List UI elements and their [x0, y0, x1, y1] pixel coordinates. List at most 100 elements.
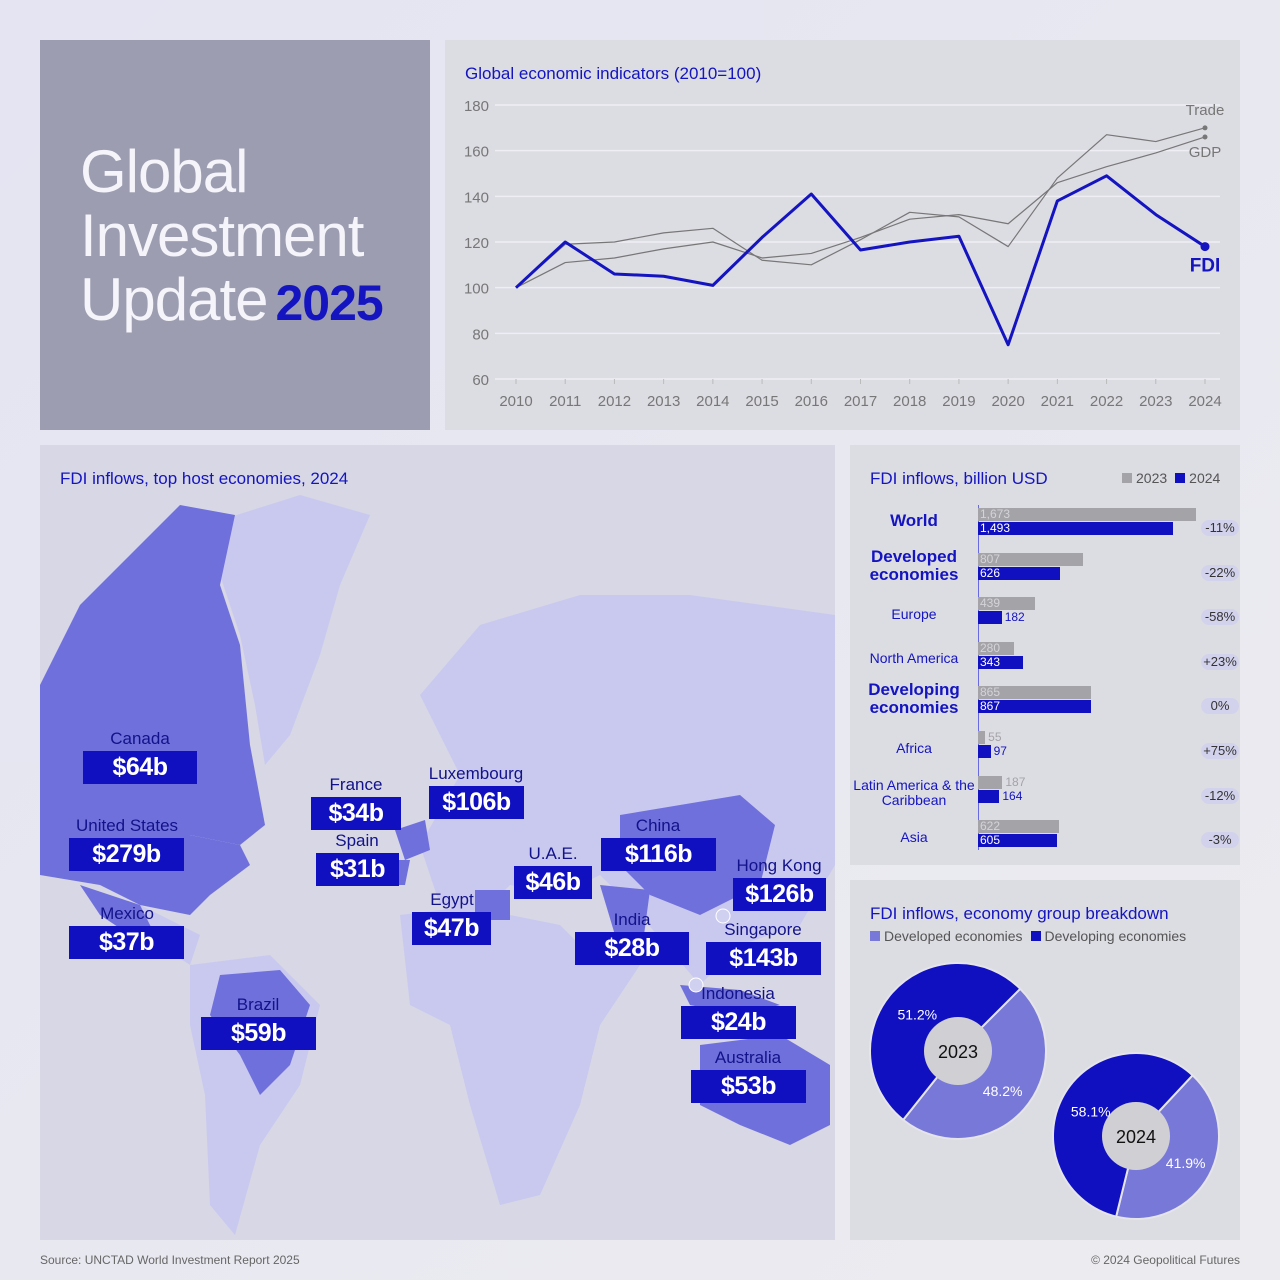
bar-category-label: Asia: [900, 828, 928, 845]
bar-value-2024: 343: [980, 654, 1001, 669]
x-tick-label: 2023: [1139, 393, 1172, 410]
bar-value-2023: 1,673: [980, 507, 1011, 521]
x-tick-label: 2018: [893, 393, 926, 410]
bar-value-2024: 605: [980, 833, 1001, 848]
series-label: GDP: [1189, 144, 1222, 161]
bar-2024: [978, 611, 1002, 625]
pie-year-label: 2023: [938, 1042, 978, 1062]
bar-2023: [978, 686, 1091, 700]
change-badge: -22%: [1201, 564, 1239, 581]
line-chart-panel: Global economic indicators (2010=100) 60…: [445, 40, 1240, 430]
bar-2023: [978, 552, 1084, 566]
title-line-3: Update 2025: [80, 266, 384, 335]
pie-legend: Developed economies Developing economies: [870, 928, 1186, 944]
title-word: Update: [80, 266, 268, 333]
bar-chart-title: FDI inflows, billion USD: [870, 469, 1048, 488]
x-tick-label: 2020: [991, 393, 1024, 410]
map-label-value: $143b: [706, 942, 821, 975]
bar-value-2024: 867: [980, 699, 1001, 714]
source-note: Source: UNCTAD World Investment Report 2…: [40, 1253, 300, 1267]
x-tick-label: 2024: [1188, 393, 1221, 410]
bar-value-2023: 55: [988, 730, 1002, 744]
change-badge: -58%: [1201, 609, 1239, 626]
france-shape: [395, 820, 430, 860]
map-label-value: $28b: [575, 932, 689, 965]
y-tick-label: 120: [464, 235, 489, 252]
bar-2023: [978, 731, 986, 744]
bar-2024: [978, 789, 1000, 803]
bar-axis: [978, 505, 979, 850]
pie-label-developed: 48.2%: [983, 1083, 1023, 1099]
pie-charts: 2023 51.2% 48.2% 2024 58.1% 41.9%: [869, 961, 1220, 1220]
y-tick-label: 60: [472, 372, 489, 389]
y-tick-label: 100: [464, 281, 489, 298]
x-tick-label: 2019: [942, 393, 975, 410]
legend-developing: Developing economies: [1030, 928, 1186, 944]
map-label-name: Luxembourg: [428, 764, 524, 783]
bar-value-2024: 164: [1002, 788, 1023, 803]
pie-label-developing: 51.2%: [897, 1007, 937, 1023]
pie-center: [1102, 1102, 1170, 1170]
bar-value-2024: 1,493: [980, 521, 1011, 535]
bar-category-label: Latin America & the Caribbean: [853, 776, 975, 808]
map-label-value: $46b: [514, 866, 592, 899]
copyright: © 2024 Geopolitical Futures: [1091, 1253, 1240, 1267]
map-label-name: U.A.E.: [528, 844, 578, 863]
change-badge: +23%: [1201, 653, 1239, 670]
bar-chart-panel: FDI inflows, billion USD 2023 2024 World…: [850, 445, 1240, 865]
bar-category-label: Developed economies: [869, 546, 959, 584]
bar-category-label: Africa: [896, 739, 932, 756]
change-badge: 0%: [1201, 698, 1239, 715]
bar-2023: [978, 641, 1015, 655]
change-badge: +75%: [1201, 743, 1239, 759]
title-line-2: Investment: [80, 202, 364, 269]
map-label-name: Singapore: [724, 920, 802, 939]
map-label-name: Canada: [110, 729, 170, 748]
change-badge: -11%: [1201, 520, 1239, 536]
series-line-gdp: [515, 136, 1206, 289]
change-badge: -12%: [1201, 787, 1239, 804]
series-label: FDI: [1190, 256, 1221, 277]
x-tick-label: 2022: [1090, 393, 1123, 410]
map-label-value: $116b: [601, 838, 716, 871]
greenland-shape: [205, 495, 370, 765]
bar-2023: [978, 597, 1036, 611]
pie-chart-title: FDI inflows, economy group breakdown: [870, 904, 1169, 923]
line-chart-title: Global economic indicators (2010=100): [465, 64, 762, 83]
map-label-value: $34b: [311, 797, 401, 830]
bar-value-2024: 182: [1004, 610, 1025, 625]
map-label-value: $64b: [83, 751, 197, 784]
title-line-1: Global: [80, 138, 248, 205]
series-label: Trade: [1186, 102, 1225, 119]
x-tick-label: 2016: [795, 393, 828, 410]
series-line-trade: [515, 127, 1206, 289]
x-tick-label: 2017: [844, 393, 877, 410]
map-label-value: $37b: [69, 926, 184, 959]
pie-center: [924, 1017, 992, 1085]
legend-2023: 2023: [1122, 470, 1167, 486]
series-end-point-fdi: [1200, 242, 1210, 252]
pie-label-developed: 41.9%: [1166, 1155, 1206, 1171]
bar-2024: [978, 700, 1091, 714]
map-label-name: Egypt: [430, 890, 474, 909]
x-tick-label: 2013: [647, 393, 680, 410]
map-label-name: Indonesia: [701, 984, 775, 1003]
map-label-value: $47b: [412, 912, 491, 945]
bar-category-label: North America: [869, 650, 959, 667]
bar-2024: [978, 522, 1173, 535]
x-tick-label: 2021: [1041, 393, 1074, 410]
y-tick-label: 140: [464, 189, 489, 206]
map-label-name: United States: [75, 816, 179, 835]
y-tick-label: 160: [464, 144, 489, 161]
map-label-value: $106b: [429, 786, 524, 819]
pie-label-developing: 58.1%: [1071, 1104, 1111, 1120]
x-tick-label: 2012: [598, 393, 631, 410]
map-label-value: $53b: [691, 1070, 806, 1103]
bar-value-2024: 626: [980, 565, 1001, 580]
africa-shape: [400, 905, 640, 1205]
bar-value-2023: 807: [980, 551, 1001, 566]
y-tick-label: 80: [472, 326, 489, 343]
series-line-fdi: [514, 174, 1206, 347]
bar-legend: 2023 2024: [1122, 470, 1220, 486]
bar-2023: [978, 508, 1196, 521]
